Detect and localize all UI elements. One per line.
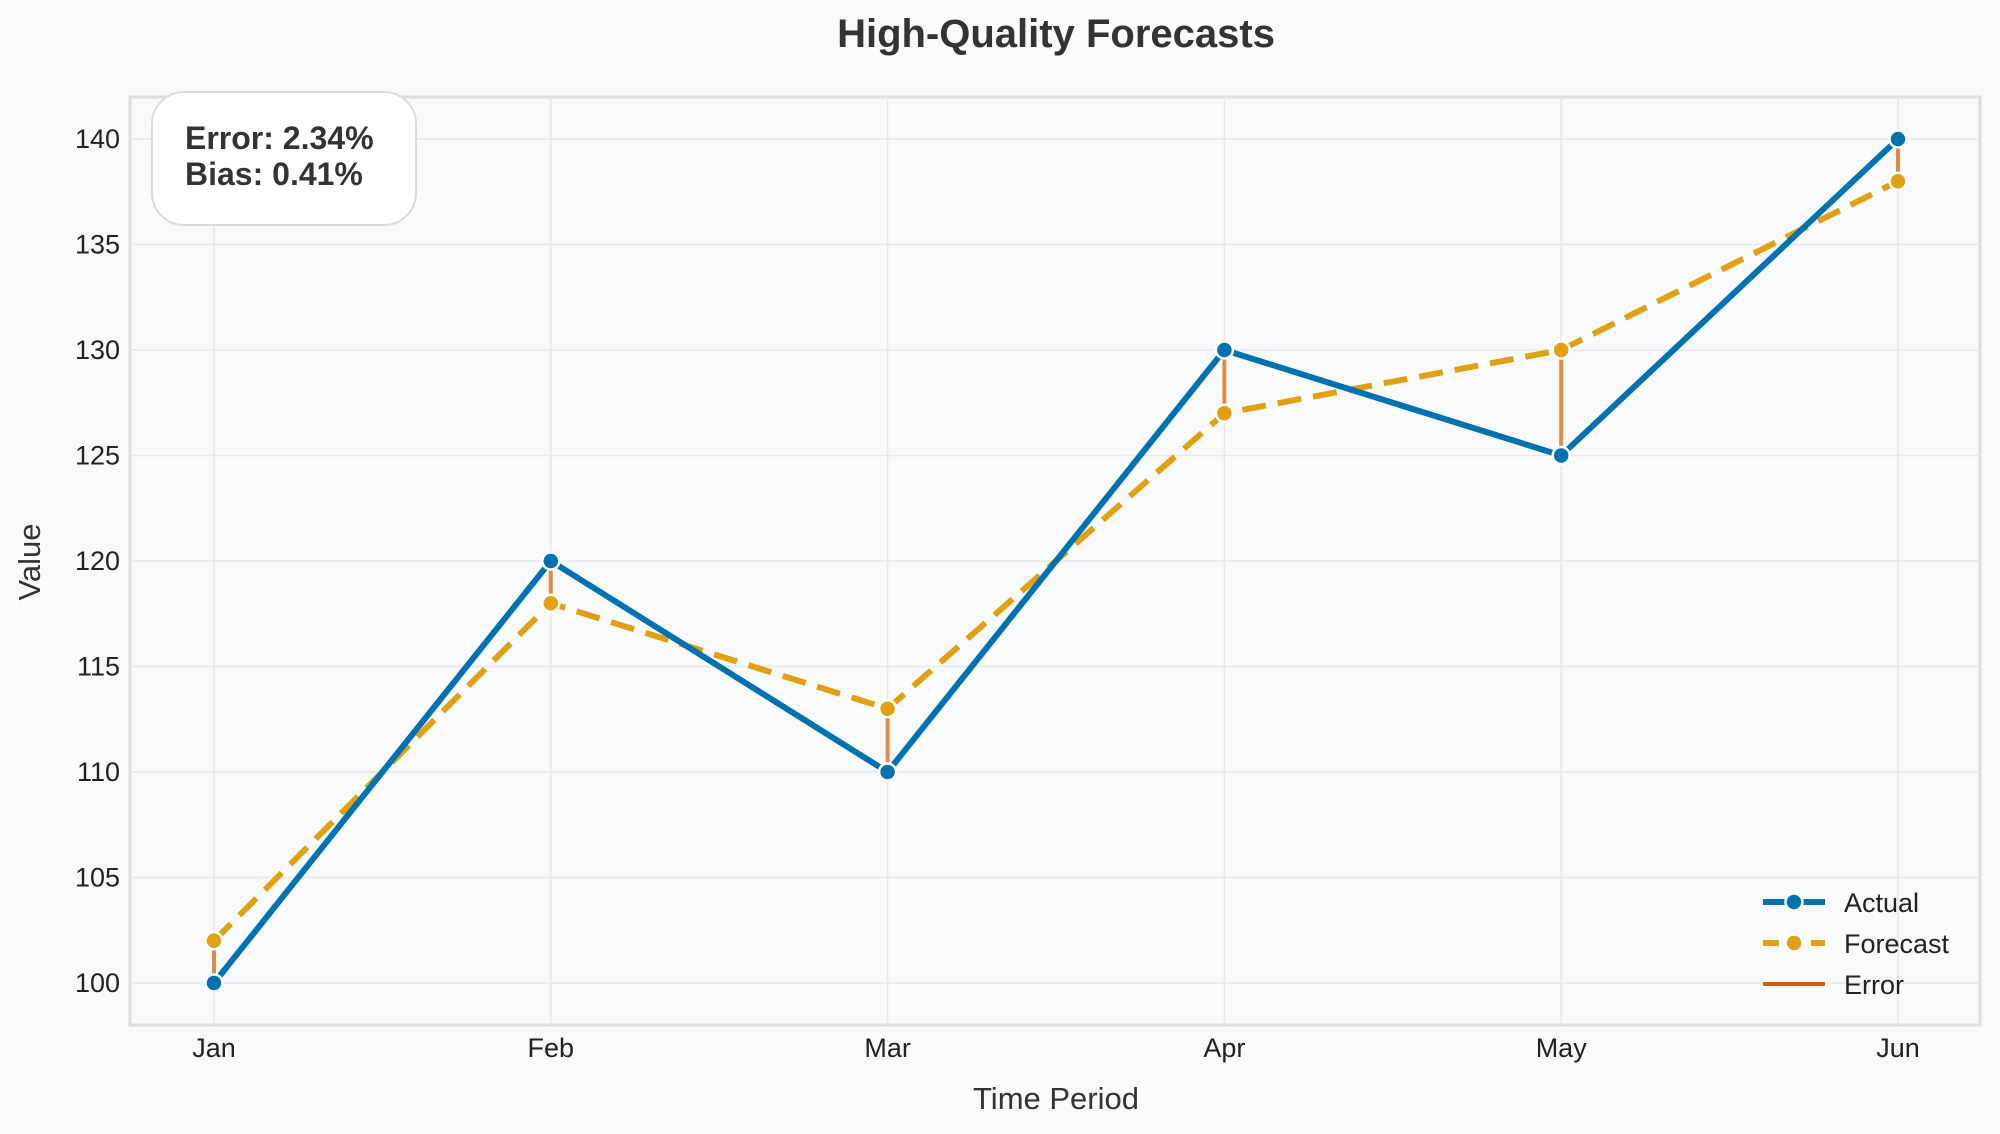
x-axis-ticks: Jan Feb Mar Apr May Jun: [192, 1033, 1920, 1063]
forecast-point: [877, 698, 898, 719]
y-tick-label: 115: [77, 652, 120, 682]
legend-item-actual: Actual: [1763, 888, 1919, 918]
x-tick-label: Jun: [1876, 1033, 1920, 1063]
forecast-point: [1214, 403, 1235, 424]
x-tick-label: May: [1536, 1033, 1588, 1063]
stats-annotation-box: [151, 91, 417, 226]
stats-error-text: Error: 2.34%: [185, 120, 374, 156]
legend-forecast-marker: [1784, 933, 1804, 953]
y-tick-label: 130: [75, 335, 120, 365]
y-axis-ticks: 100 105 110 115 120 125 130 135 140: [75, 124, 120, 998]
legend-item-error: Error: [1763, 970, 1904, 1000]
legend-actual-label: Actual: [1844, 888, 1919, 918]
y-tick-label: 120: [75, 546, 120, 576]
actual-point: [1888, 129, 1908, 149]
y-tick-label: 125: [75, 441, 120, 471]
x-tick-label: Mar: [864, 1033, 911, 1063]
actual-point: [877, 762, 898, 782]
legend-forecast-label: Forecast: [1844, 929, 1950, 959]
x-tick-label: Feb: [528, 1033, 575, 1063]
series-lines: [211, 136, 1901, 986]
actual-point: [1551, 445, 1571, 466]
x-tick-label: Apr: [1203, 1033, 1245, 1063]
y-axis-label: Value: [12, 524, 47, 601]
y-tick-label: 110: [77, 757, 120, 787]
y-tick-label: 100: [75, 968, 120, 998]
x-tick-label: Jan: [192, 1033, 236, 1063]
actual-line: [211, 136, 1901, 986]
legend: Actual Forecast Error: [1763, 888, 1950, 1000]
forecast-point: [541, 593, 561, 613]
forecast-point: [204, 931, 224, 951]
forecast-point: [1888, 171, 1908, 191]
actual-point: [204, 973, 224, 993]
actual-point: [541, 551, 561, 571]
chart-title: High-Quality Forecasts: [837, 12, 1275, 56]
x-axis-label: Time Period: [973, 1081, 1139, 1116]
y-tick-label: 140: [75, 124, 120, 154]
legend-item-forecast: Forecast: [1763, 929, 1950, 959]
forecast-point: [1551, 340, 1571, 360]
y-tick-label: 105: [75, 863, 120, 893]
actual-point: [1214, 340, 1235, 360]
legend-actual-marker: [1784, 892, 1804, 912]
y-tick-label: 135: [75, 230, 120, 260]
series-markers: [204, 129, 1908, 993]
stats-annotation: Error: 2.34% Bias: 0.41%: [151, 91, 417, 226]
legend-error-label: Error: [1844, 970, 1904, 1000]
stats-bias-text: Bias: 0.41%: [185, 156, 363, 192]
